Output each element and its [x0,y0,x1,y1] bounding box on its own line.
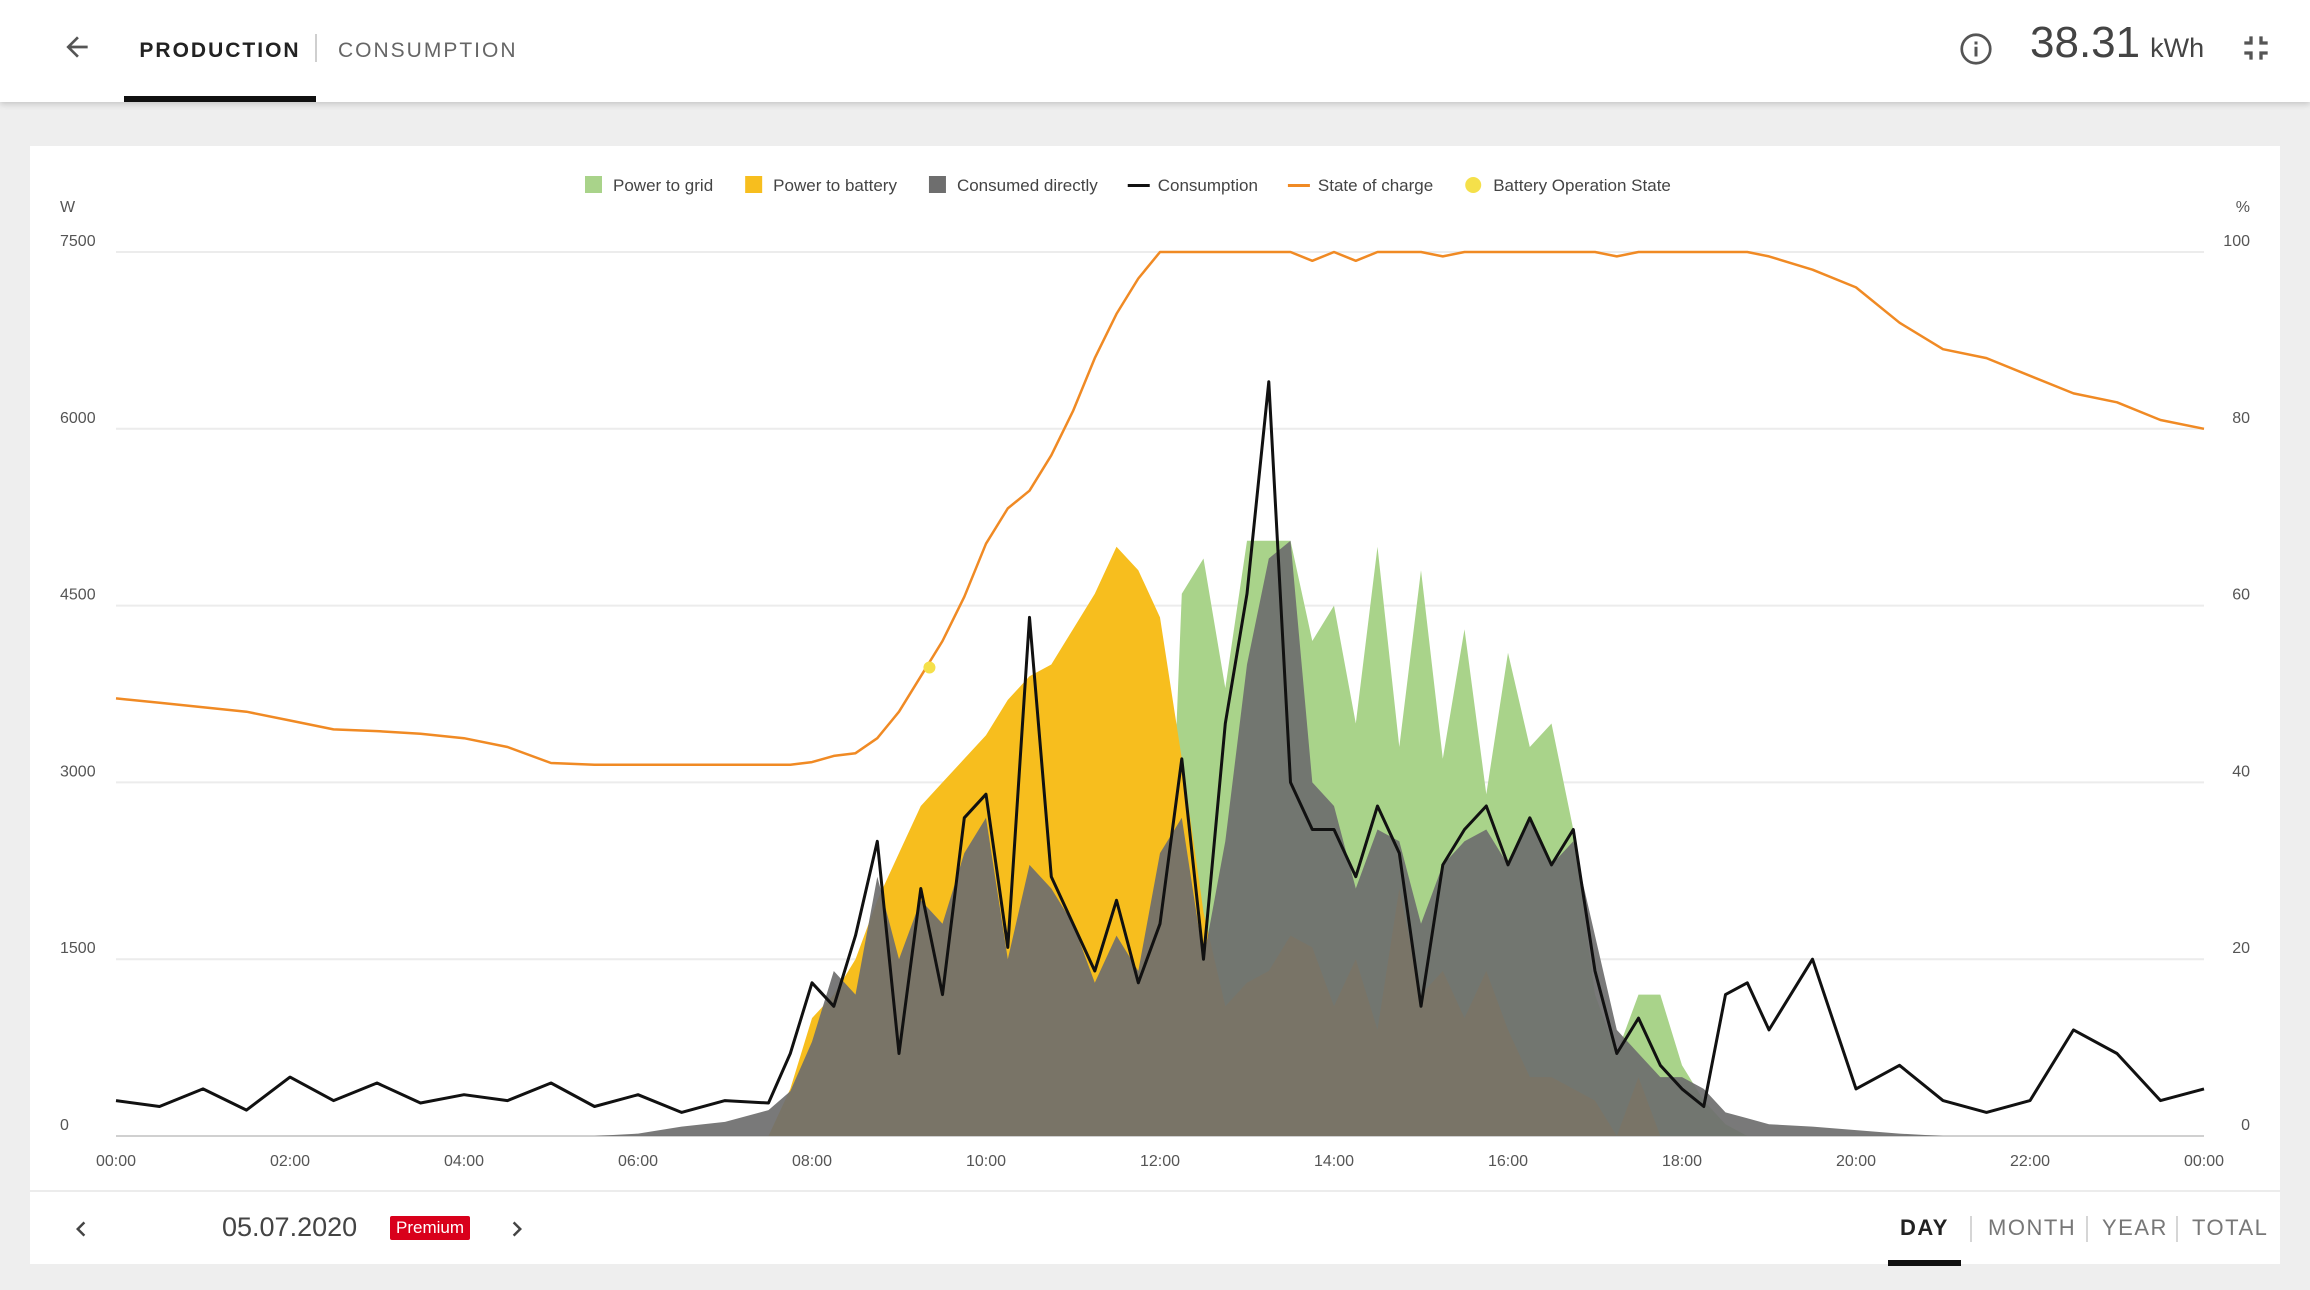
period-divider [2176,1216,2178,1242]
tab-production[interactable]: PRODUCTION [124,0,316,102]
series-line-consumption [115,380,2205,1114]
period-day-tab[interactable]: DAY [1888,1192,1961,1266]
y-tick-label: 7500 [60,233,96,250]
chevron-right-icon [512,1221,522,1237]
y2-tick-label: 0 [2241,1117,2250,1134]
x-tick-label: 00:00 [2184,1153,2224,1170]
legend-swatch-power-to-battery [745,176,763,193]
y-tick-label: 1500 [60,940,96,957]
y2-axis-unit: % [2236,199,2250,216]
tab-divider [315,34,317,62]
y2-tick-label: 100 [2223,233,2250,250]
y-tick-label: 6000 [60,410,96,427]
period-divider [2086,1216,2088,1242]
y2-tick-label: 60 [2232,587,2250,604]
premium-badge: Premium [390,1216,471,1240]
y-tick-label: 4500 [60,587,96,604]
chevron-left-icon [76,1221,86,1237]
legend-swatch-battery-operation-state [1465,177,1482,193]
period-total-tab[interactable]: TOTAL [2192,1215,2269,1240]
collapse-icon [2244,36,2268,60]
y-axis-unit: W [60,199,76,216]
x-tick-label: 08:00 [792,1153,832,1170]
series-area-power-to-battery [116,546,2204,1136]
y2-tick-label: 20 [2232,940,2250,957]
period-divider [1970,1216,1972,1242]
total-energy: 38.31 kWh [2030,18,2204,78]
period-year-tab[interactable]: YEAR [2102,1215,2168,1240]
x-tick-label: 02:00 [270,1153,310,1170]
y-tick-label: 0 [60,1117,69,1134]
legend-label-battery-operation-state: Battery Operation State [1493,176,1671,195]
series-line-state-of-charge [115,250,2205,766]
legend-label-power-to-grid: Power to grid [613,176,713,195]
legend-label-power-to-battery: Power to battery [773,176,897,195]
x-tick-label: 12:00 [1140,1153,1180,1170]
selected-date[interactable]: 05.07.2020 [222,1212,358,1242]
info-icon [1960,33,1992,65]
y2-tick-label: 40 [2232,763,2250,780]
period-month-tab[interactable]: MONTH [1988,1215,2077,1240]
legend-label-consumption: Consumption [1158,176,1258,195]
x-tick-label: 04:00 [444,1153,484,1170]
x-tick-label: 22:00 [2010,1153,2050,1170]
legend-swatch-power-to-grid [585,176,602,193]
x-tick-label: 16:00 [1488,1153,1528,1170]
x-tick-label: 10:00 [966,1153,1006,1170]
arrow-left-icon [66,36,88,58]
chart-panel: 0 1500 3000 4500 6000 7500 0 20 40 60 80 100 W% 00:00… [30,146,2280,1266]
previous-day-button[interactable] [56,1204,106,1254]
x-tick-label: 06:00 [618,1153,658,1170]
back-button[interactable] [52,22,102,72]
date-navigation-bar: 05.07.2020 Premium DAY MONTH YEAR TOTAL [30,1190,2280,1266]
x-tick-label: 00:00 [96,1153,136,1170]
total-energy-value: 38.31 [2030,18,2141,67]
x-tick-label: 18:00 [1662,1153,1702,1170]
y-tick-label: 3000 [60,763,96,780]
collapse-button[interactable] [2236,28,2276,68]
legend-label-consumed-directly: Consumed directly [957,176,1098,195]
series-area-consumed-directly [116,540,2204,1136]
next-day-button[interactable] [492,1204,542,1254]
legend-label-state-of-charge: State of charge [1318,176,1433,195]
top-bar: PRODUCTION CONSUMPTION 38.31 kWh [0,0,2310,102]
battery-operation-state-marker [923,661,936,674]
x-tick-label: 20:00 [1836,1153,1876,1170]
legend-swatch-state-of-charge [1287,184,1310,187]
tab-consumption[interactable]: CONSUMPTION [338,39,518,62]
info-button[interactable] [1958,31,1994,67]
production-chart: 0 1500 3000 4500 6000 7500 0 20 40 60 80 100 W % 00:00… [60,176,2250,1170]
y2-tick-label: 80 [2232,410,2250,427]
total-energy-unit: kWh [2150,33,2205,63]
legend-swatch-consumption [1127,184,1150,187]
legend-swatch-consumed-directly [928,176,946,193]
x-tick-label: 14:00 [1314,1153,1354,1170]
